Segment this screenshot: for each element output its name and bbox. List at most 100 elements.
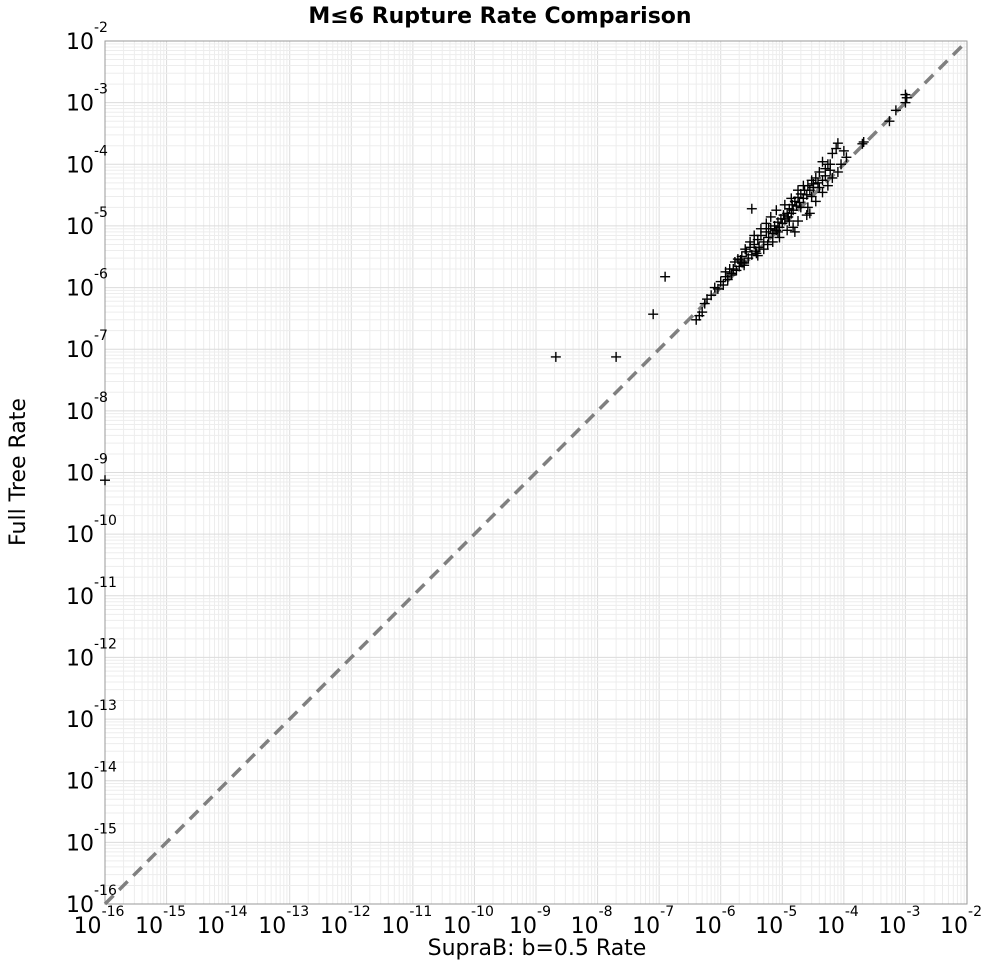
data-point (762, 239, 773, 250)
y-tick-label: 10-8 (66, 390, 108, 425)
data-point (806, 191, 817, 202)
data-point (814, 166, 825, 177)
data-point (786, 193, 797, 204)
data-point (755, 223, 766, 234)
data-point (900, 97, 911, 108)
data-point (808, 178, 819, 189)
plot-grid (104, 41, 967, 905)
data-point (709, 282, 720, 293)
x-tick-label: 10-14 (197, 904, 248, 939)
data-point (702, 294, 713, 305)
data-point (857, 138, 868, 149)
data-point (789, 226, 800, 237)
data-point (820, 170, 831, 181)
x-tick-label: 10-15 (135, 904, 186, 939)
data-point (771, 205, 782, 216)
data-point (832, 166, 843, 177)
data-point (740, 244, 751, 255)
y-tick-label: 10-16 (66, 883, 117, 918)
data-point (836, 159, 847, 170)
y-tick-label: 10-5 (66, 205, 108, 240)
data-point (765, 211, 776, 222)
data-point (793, 216, 804, 227)
data-point (822, 159, 833, 170)
data-point (825, 165, 836, 176)
y-tick-label: 10-2 (66, 20, 108, 55)
data-points (100, 89, 912, 486)
data-point (793, 185, 804, 196)
data-point (890, 105, 901, 116)
reference-line-y-equals-x (103, 39, 969, 906)
x-tick-label: 10-13 (258, 904, 309, 939)
data-point (810, 172, 821, 183)
y-tick-label: 10-12 (66, 636, 117, 671)
data-point (550, 351, 561, 362)
data-point (832, 138, 843, 149)
data-point (751, 248, 762, 259)
y-tick-label: 10-3 (66, 82, 108, 117)
y-tick-label: 10-10 (66, 513, 117, 548)
data-point (795, 202, 806, 213)
data-point (746, 203, 757, 214)
y-tick-label: 10-13 (66, 698, 117, 733)
x-tick-label: 10-4 (817, 904, 859, 939)
data-point (858, 136, 869, 147)
x-tick-label: 10-3 (878, 904, 920, 939)
y-tick-label: 10-9 (66, 452, 108, 487)
data-point (660, 271, 671, 282)
x-tick-label: 10-10 (443, 904, 494, 939)
x-tick-label: 10-9 (509, 904, 551, 939)
x-tick-label: 10-8 (571, 904, 613, 939)
data-point (763, 232, 774, 243)
data-point (884, 116, 895, 127)
data-point (715, 276, 726, 287)
data-point (772, 226, 783, 237)
data-point (841, 152, 852, 163)
data-point (782, 225, 793, 236)
data-point (774, 232, 785, 243)
x-tick-label: 10-2 (940, 904, 982, 939)
x-tick-label: 10-6 (694, 904, 736, 939)
data-point (810, 196, 821, 207)
x-axis-ticks: 10-16 10-15 10-14 10-13 10-12 10-11 10-10 10-9 1… (74, 904, 982, 939)
y-axis-ticks: 10-16 10-15 10-14 10-13 10-12 10-11 10-10 10-9 1… (66, 20, 117, 918)
y-tick-label: 10-11 (66, 575, 117, 610)
x-tick-label: 10-12 (320, 904, 371, 939)
data-point (691, 314, 702, 325)
data-point (699, 298, 710, 309)
x-tick-label: 10-5 (755, 904, 797, 939)
data-point (822, 180, 833, 191)
data-point (812, 177, 823, 188)
x-axis-label: SupraB: b=0.5 Rate (428, 936, 647, 961)
data-point (739, 260, 750, 271)
data-point (726, 268, 737, 279)
x-tick-label: 10-7 (632, 904, 674, 939)
data-point (648, 309, 659, 320)
data-point (814, 182, 825, 193)
x-tick-label: 10-11 (381, 904, 432, 939)
data-point (767, 236, 778, 247)
data-point (720, 266, 731, 277)
y-axis-label: Full Tree Rate (6, 398, 31, 546)
data-point (735, 255, 746, 266)
y-tick-label: 10-6 (66, 267, 108, 302)
data-point (743, 253, 754, 264)
x-tick-label: 10-16 (74, 904, 125, 939)
data-point (827, 148, 838, 159)
chart-title: M≤6 Rupture Rate Comparison (308, 4, 691, 29)
data-point (804, 208, 815, 219)
data-point (779, 199, 790, 210)
y-tick-label: 10-4 (66, 143, 108, 178)
data-point (752, 250, 763, 261)
y-tick-label: 10-7 (66, 328, 108, 363)
data-point (827, 172, 838, 183)
y-tick-label: 10-14 (66, 760, 117, 795)
data-point (901, 92, 912, 103)
data-point (761, 218, 772, 229)
data-point (745, 236, 756, 247)
data-point (784, 216, 795, 227)
plot-area (104, 40, 968, 905)
data-point (798, 180, 809, 191)
y-tick-label: 10-15 (66, 821, 117, 856)
